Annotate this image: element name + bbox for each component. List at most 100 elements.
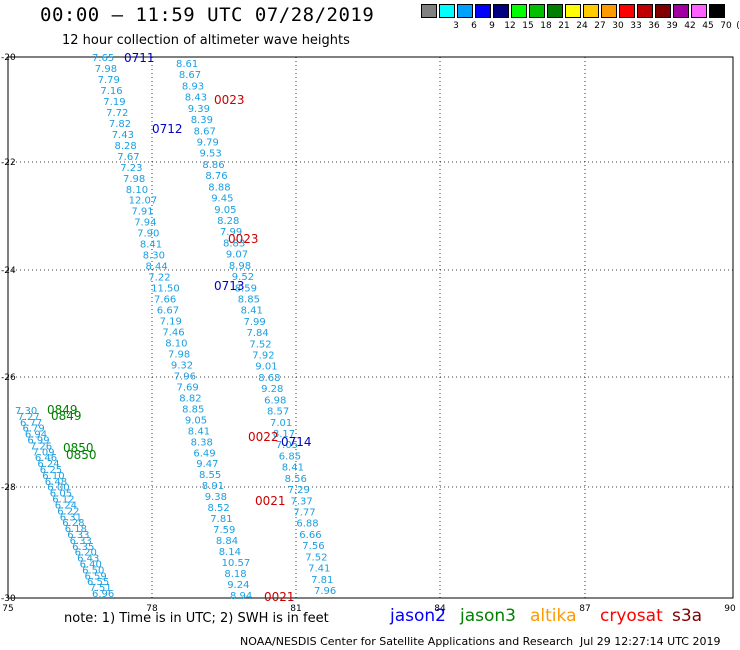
legend-swatch <box>655 4 671 18</box>
jason2-swh-value: 7.16 <box>100 86 122 97</box>
jason2-swh-value: 7.77 <box>293 508 315 519</box>
jason2-swh-value: 8.41 <box>140 240 162 251</box>
legend-unit: (ft) <box>736 21 740 31</box>
west-track-swh-value: 6.59 <box>85 571 107 582</box>
legend-label: 15 <box>522 21 534 31</box>
jason2-swh-value: 7.22 <box>148 273 170 284</box>
west-track-swh-value: 6.24 <box>55 501 77 512</box>
jason2-swh-value: 9.24 <box>227 580 249 591</box>
jason2-swh-value: 8.43 <box>185 93 207 104</box>
west-track-swh-value: 7.09 <box>32 447 54 458</box>
jason2-swh-value: 8.76 <box>205 171 227 182</box>
x-tick-label: 87 <box>579 604 590 614</box>
west-track-swh-value: 6.35 <box>72 542 94 553</box>
jason2-swh-value: 8.28 <box>115 141 137 152</box>
jason2-swh-value: 9.01 <box>255 362 277 373</box>
jason2-swh-value: 6.85 <box>279 451 301 462</box>
legend-label: 27 <box>594 21 606 31</box>
legend-swatch <box>709 4 725 18</box>
jason2-swh-value: 6.66 <box>299 530 321 541</box>
jason2-swh-value: 8.85 <box>182 404 204 415</box>
jason2-swh-value: 7.66 <box>154 295 176 306</box>
footer-note: note: 1) Time is in UTC; 2) SWH is in fe… <box>64 611 329 626</box>
jason2-swh-value: 7.41 <box>308 564 330 575</box>
jason2-swh-value: 8.18 <box>224 569 246 580</box>
jason2-swh-value: 8.38 <box>191 437 213 448</box>
west-track-swh-value: 6.43 <box>77 554 99 565</box>
legend-label: 21 <box>558 21 570 31</box>
satellite-cryosat: cryosat <box>600 606 663 626</box>
legend-label: 33 <box>630 21 642 31</box>
jason2-swh-value: 9.53 <box>200 149 222 160</box>
jason2-swh-value: 9.45 <box>211 194 233 205</box>
jason2-swh-value: 8.67 <box>194 126 216 137</box>
cryosat-time-label: 0021 <box>255 494 286 508</box>
legend-swatch <box>439 4 455 18</box>
pass-time-label: 0713 <box>214 279 245 293</box>
y-tick-label: -26 <box>1 373 16 383</box>
jason2-swh-value: 8.67 <box>179 70 201 81</box>
west-track-swh-value: 6.05 <box>50 489 72 500</box>
legend-label: 42 <box>684 21 696 31</box>
jason2-swh-value: 8.61 <box>176 59 198 70</box>
jason2-swh-value: 7.67 <box>117 152 139 163</box>
legend-swatch <box>475 4 491 18</box>
jason2-swh-value: 7.52 <box>249 339 271 350</box>
jason2-swh-value: 7.79 <box>98 75 120 86</box>
satellite-jason2: jason2 <box>390 606 446 626</box>
jason2-swh-value: 7.90 <box>137 229 159 240</box>
satellite-s3a: s3a <box>672 606 703 626</box>
west-track-swh-value: 7.51 <box>90 583 112 594</box>
west-track-swh-value: 6.99 <box>27 436 49 447</box>
legend-swatch <box>547 4 563 18</box>
west-track-swh-value: 6.24 <box>37 459 59 470</box>
jason2-swh-value: 8.98 <box>229 261 251 272</box>
jason2-swh-value: 7.99 <box>244 317 266 328</box>
west-track-swh-value: 6.12 <box>52 495 74 506</box>
jason2-swh-value: 9.32 <box>171 360 193 371</box>
jason2-swh-value: 8.84 <box>216 536 238 547</box>
jason2-swh-value: 7.98 <box>123 174 145 185</box>
jason2-swh-value: 8.17 <box>273 429 295 440</box>
pass-time-label: 0711 <box>124 51 155 65</box>
west-track-swh-value: 6.18 <box>65 524 87 535</box>
jason2-swh-value: 8.94 <box>230 591 252 602</box>
jason2-swh-value: 9.07 <box>226 250 248 261</box>
west-track-swh-value: 6.79 <box>23 424 45 435</box>
west-track-swh-value: 6.46 <box>35 453 57 464</box>
legend-swatch <box>529 4 545 18</box>
jason2-swh-value: 8.52 <box>208 503 230 514</box>
west-track-swh-value: 6.31 <box>60 512 82 523</box>
jason2-swh-value: 6.88 <box>296 519 318 530</box>
jason2-swh-value: 6.98 <box>264 395 286 406</box>
generation-timestamp: Jul 29 12:27:14 UTC 2019 <box>580 635 721 648</box>
map-title: 00:00 – 11:59 UTC 07/28/2019 <box>40 4 375 26</box>
west-track-swh-value: 6.33 <box>67 530 89 541</box>
jason2-swh-value: 12.07 <box>129 196 158 207</box>
jason2-swh-value: 7.99 <box>220 227 242 238</box>
jason2-swh-value: 9.28 <box>261 384 283 395</box>
west-track-swh-value: 6.10 <box>42 471 64 482</box>
cryosat-time-label: 0022 <box>248 430 279 444</box>
jason3-time-label: 0849 <box>47 403 78 417</box>
jason2-swh-value: 6.49 <box>193 448 215 459</box>
jason2-swh-value: 8.83 <box>223 238 245 249</box>
jason3-time-label: 0849 <box>51 409 82 423</box>
jason2-swh-value: 7.37 <box>291 496 313 507</box>
jason2-swh-value: 7.65 <box>92 53 114 64</box>
jason2-swh-value: 8.68 <box>258 373 280 384</box>
legend-swatch <box>691 4 707 18</box>
pass-time-label: 0712 <box>152 122 183 136</box>
west-track-swh-value: 6.55 <box>87 577 109 588</box>
map-subtitle: 12 hour collection of altimeter wave hei… <box>62 33 350 48</box>
west-track-swh-value: 7.27 <box>18 412 40 423</box>
cryosat-time-label: 0021 <box>264 590 295 604</box>
jason2-swh-value: 6.67 <box>157 306 179 317</box>
jason2-swh-value: 9.38 <box>205 492 227 503</box>
y-tick-label: -28 <box>1 483 16 493</box>
jason2-swh-value: 8.41 <box>282 463 304 474</box>
legend-swatch <box>511 4 527 18</box>
legend-swatch <box>421 4 437 18</box>
cryosat-time-label: 0023 <box>228 232 259 246</box>
pass-time-label: 0714 <box>281 435 312 449</box>
